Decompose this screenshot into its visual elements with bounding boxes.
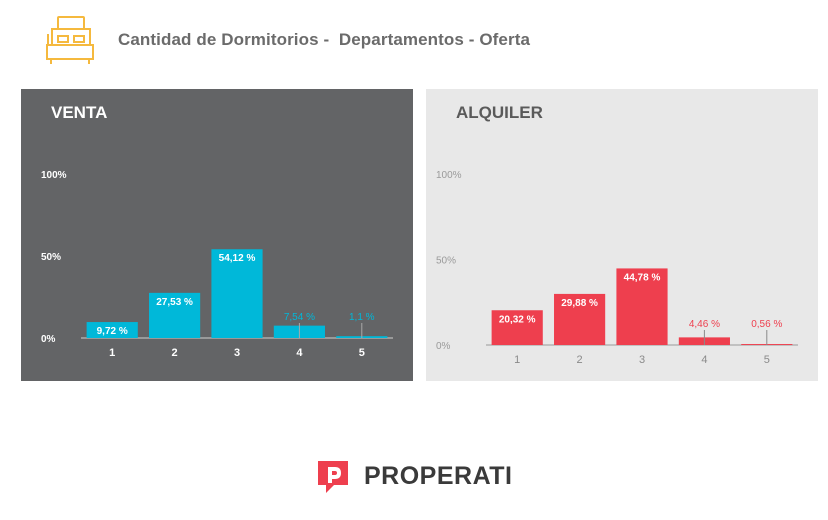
- x-tick-label: 3: [639, 354, 645, 366]
- y-tick-label: 50%: [436, 256, 456, 267]
- bar-value-label: 44,78 %: [624, 272, 661, 283]
- alquiler-panel: ALQUILER 0% 50% 100% 20,32 % 1 29,88 % 2 44,78 …: [426, 89, 818, 381]
- bar: [149, 292, 201, 338]
- bar-value-label: 54,12 %: [219, 253, 256, 264]
- y-tick-label: 100%: [41, 170, 67, 181]
- bar-value-label: 7,54 %: [284, 312, 315, 323]
- bar-value-label: 0,56 %: [751, 319, 782, 330]
- y-tick-label: 0%: [41, 334, 56, 345]
- y-tick-label: 50%: [41, 252, 61, 263]
- x-tick-label: 1: [109, 347, 115, 359]
- bed-icon: [46, 16, 94, 64]
- alquiler-chart: 0% 50% 100% 20,32 % 1 29,88 % 2 44,78 % 3 4,46 % 4…: [436, 170, 798, 366]
- venta-panel: VENTA 0% 50% 100% 9,72 % 1 27,53 % 2 54,12 % 3 7,…: [21, 89, 413, 381]
- brand-name: PROPERATI: [364, 461, 513, 490]
- bar: [86, 322, 138, 338]
- bar-value-label: 4,46 %: [689, 319, 720, 330]
- x-tick-label: 4: [296, 347, 303, 359]
- y-tick-label: 100%: [436, 170, 462, 181]
- bar: [554, 293, 606, 345]
- header: Cantidad de Dormitorios - Departamentos …: [44, 14, 744, 66]
- bar: [616, 268, 668, 345]
- bar-value-label: 1,1 %: [349, 312, 375, 323]
- x-tick-label: 4: [701, 354, 707, 366]
- bar-value-label: 9,72 %: [97, 326, 128, 337]
- footer-logo: PROPERATI: [314, 456, 513, 496]
- x-tick-label: 1: [514, 354, 520, 366]
- page-title: Cantidad de Dormitorios - Departamentos …: [118, 30, 531, 49]
- y-tick-label: 0%: [436, 341, 451, 352]
- bar-value-label: 27,53 %: [156, 297, 193, 308]
- x-tick-label: 2: [577, 354, 583, 366]
- bar-value-label: 29,88 %: [561, 298, 598, 309]
- bar: [491, 310, 543, 345]
- bar: [211, 249, 263, 338]
- x-tick-label: 3: [234, 347, 240, 359]
- bar-value-label: 20,32 %: [499, 314, 536, 325]
- properati-logo-icon: [318, 461, 348, 493]
- venta-chart: 0% 50% 100% 9,72 % 1 27,53 % 2 54,12 % 3 7,54 % 4 1…: [41, 170, 393, 359]
- x-tick-label: 5: [359, 347, 365, 359]
- x-tick-label: 5: [764, 354, 770, 366]
- alquiler-title: ALQUILER: [456, 103, 543, 122]
- x-tick-label: 2: [172, 347, 178, 359]
- venta-title: VENTA: [51, 103, 108, 122]
